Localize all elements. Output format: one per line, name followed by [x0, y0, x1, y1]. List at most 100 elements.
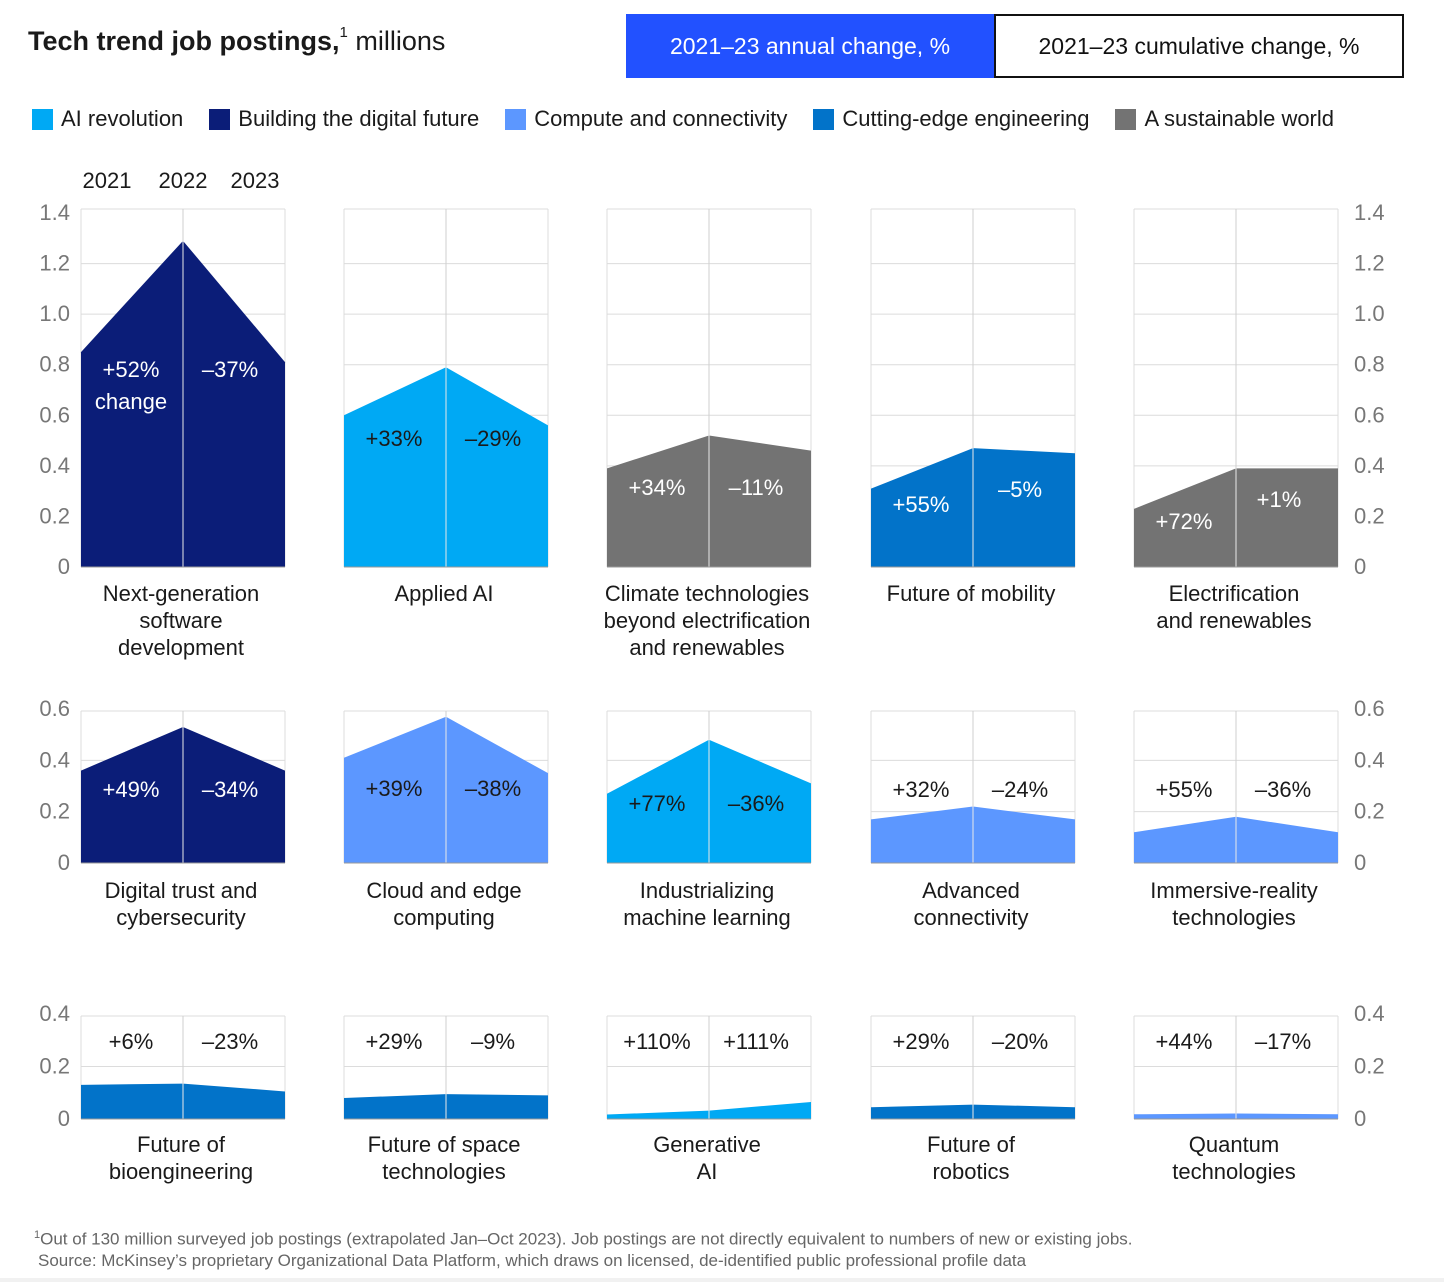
change-word: change [95, 389, 167, 414]
change-label-2021-2022: +55% [893, 492, 950, 517]
y-tick-right: 0.6 [1354, 696, 1385, 721]
change-label-2021-2022: +52% [103, 357, 160, 382]
legend-label: Cutting-edge engineering [842, 106, 1090, 131]
y-tick-left: 0.6 [39, 696, 70, 721]
change-label-2021-2022: +77% [629, 791, 686, 816]
y-tick-right: 0.4 [1354, 453, 1385, 478]
panel-title-line: AI [697, 1159, 718, 1184]
panel-title-line: Future of space [368, 1132, 521, 1157]
y-tick-left: 1.2 [39, 251, 70, 276]
y-tick-left: 0.4 [39, 453, 70, 478]
y-tick-left: 0.4 [39, 1001, 70, 1026]
legend-label: Compute and connectivity [534, 106, 788, 131]
change-label-2021-2022: +49% [103, 777, 160, 802]
panel-title-line: computing [393, 905, 495, 930]
change-label-2021-2022: +29% [366, 1029, 423, 1054]
panel-title-line: connectivity [914, 905, 1029, 930]
panel-title-line: Applied AI [394, 581, 493, 606]
panel-title-line: development [118, 635, 244, 660]
panel-title-line: Immersive-reality [1150, 878, 1317, 903]
y-tick-right: 0.2 [1354, 799, 1385, 824]
change-label-2022-2023: –29% [465, 426, 521, 451]
y-tick-left: 0 [58, 1106, 70, 1131]
year-label-2021: 2021 [83, 168, 132, 193]
change-label-2021-2022: +39% [366, 776, 423, 801]
change-label-2022-2023: –11% [729, 475, 784, 500]
change-label-2022-2023: –37% [202, 357, 258, 382]
y-tick-right: 0.6 [1354, 402, 1385, 427]
panel-title-line: Quantum [1189, 1132, 1280, 1157]
y-tick-left: 1.0 [39, 301, 70, 326]
change-label-2022-2023: –17% [1255, 1029, 1311, 1054]
y-tick-left: 0.2 [39, 1054, 70, 1079]
legend-swatch [1115, 108, 1137, 130]
change-label-2022-2023: –23% [202, 1029, 258, 1054]
panel-title-line: technologies [382, 1159, 506, 1184]
panel-title-line: Electrification [1169, 581, 1300, 606]
area-generative-ai [607, 1101, 811, 1119]
legend-item-ai-revolution: AI revolution [32, 106, 183, 132]
y-tick-right: 1.4 [1354, 200, 1385, 225]
panel-title-line: robotics [932, 1159, 1009, 1184]
change-label-2021-2022: +72% [1156, 509, 1213, 534]
legend-label: Building the digital future [238, 106, 480, 131]
panel-title-line: machine learning [623, 905, 791, 930]
panel-title-line: Future of [927, 1132, 1016, 1157]
panel-title-line: bioengineering [109, 1159, 253, 1184]
change-label-2021-2022: +6% [109, 1029, 154, 1054]
y-tick-right: 0.2 [1354, 1054, 1385, 1079]
change-label-2021-2022: +33% [366, 426, 423, 451]
panel-title-line: technologies [1172, 905, 1296, 930]
panel-title-line: Next-generation [103, 581, 260, 606]
footnote-mark: 1 [34, 1229, 41, 1241]
change-label-2022-2023: –36% [1255, 777, 1311, 802]
y-tick-left: 0 [58, 554, 70, 579]
y-tick-right: 0.2 [1354, 503, 1385, 528]
y-tick-right: 0 [1354, 554, 1366, 579]
year-label-2022: 2022 [159, 168, 208, 193]
y-tick-left: 0 [58, 850, 70, 875]
panel-title-line: and renewables [1156, 608, 1311, 633]
panel-title-line: Advanced [922, 878, 1020, 903]
change-label-2021-2022: +55% [1156, 777, 1213, 802]
change-label-2022-2023: –34% [202, 777, 258, 802]
panel-title-line: beyond electrification [604, 608, 811, 633]
bottom-divider [0, 1278, 1444, 1282]
change-label-2021-2022: +110% [623, 1029, 690, 1054]
change-label-2021-2022: +44% [1156, 1029, 1213, 1054]
panel-title-line: Cloud and edge [366, 878, 521, 903]
change-label-2022-2023: –24% [992, 777, 1048, 802]
y-tick-right: 0.4 [1354, 747, 1385, 772]
legend-item-digital-future: Building the digital future [209, 106, 479, 132]
change-label-2022-2023: –20% [992, 1029, 1048, 1054]
panel-title-line: Climate technologies [605, 581, 809, 606]
change-label-2022-2023: –5% [998, 477, 1042, 502]
title-footnote-mark: 1 [339, 24, 348, 41]
y-tick-right: 0.8 [1354, 352, 1385, 377]
y-tick-left: 0.2 [39, 799, 70, 824]
legend-swatch [209, 108, 231, 130]
y-tick-left: 1.4 [39, 200, 70, 225]
panel-title-line: and renewables [629, 635, 784, 660]
y-tick-right: 0.4 [1354, 1001, 1385, 1026]
legend: AI revolution Building the digital futur… [32, 106, 1360, 132]
panel-title-line: Generative [653, 1132, 761, 1157]
cumulative-change-tab[interactable]: 2021–23 cumulative change, % [994, 14, 1404, 78]
change-label-2022-2023: –36% [728, 791, 784, 816]
y-tick-left: 0.2 [39, 503, 70, 528]
change-label-2022-2023: –38% [465, 776, 521, 801]
legend-item-sustainable: A sustainable world [1115, 106, 1334, 132]
change-label-2021-2022: +32% [893, 777, 950, 802]
y-tick-right: 1.2 [1354, 251, 1385, 276]
legend-item-engineering: Cutting-edge engineering [813, 106, 1089, 132]
legend-swatch [813, 108, 835, 130]
footnote: 1Out of 130 million surveyed job posting… [34, 1229, 1133, 1250]
y-tick-left: 0.8 [39, 352, 70, 377]
legend-label: A sustainable world [1144, 106, 1335, 131]
source-note: Source: McKinsey’s proprietary Organizat… [38, 1251, 1027, 1270]
panel-title-line: Future of mobility [887, 581, 1056, 606]
legend-label: AI revolution [61, 106, 184, 131]
panel-title-line: Future of [137, 1132, 226, 1157]
annual-change-tab[interactable]: 2021–23 annual change, % [626, 14, 994, 78]
